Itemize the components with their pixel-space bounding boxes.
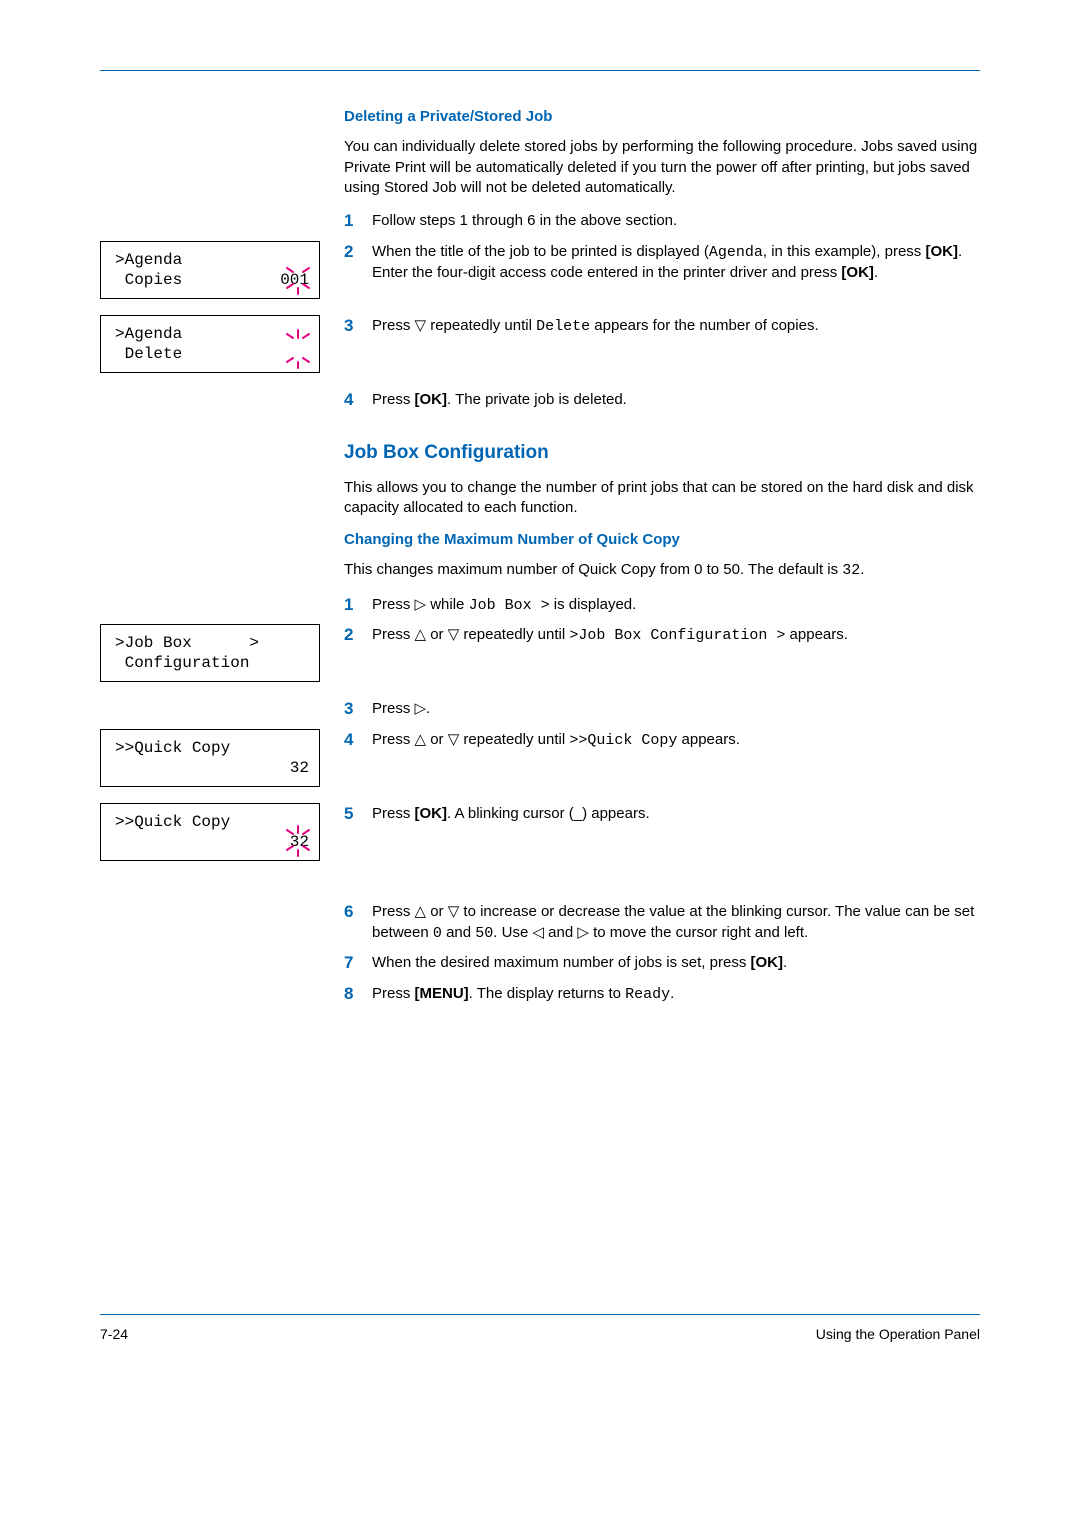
intro-deleting: You can individually delete stored jobs … bbox=[344, 137, 980, 198]
row-quickcopy-heading: Changing the Maximum Number of Quick Cop… bbox=[100, 530, 980, 594]
row-step2: >Agenda Copies 001 2 bbox=[100, 241, 980, 315]
lcd-line2-label: Configuration bbox=[115, 653, 249, 673]
lcd-line1: >Agenda bbox=[115, 250, 309, 270]
row-qc-step6: 6 Press △ or ▽ to increase or decrease t… bbox=[100, 901, 980, 1013]
heading-jobbox: Job Box Configuration bbox=[344, 440, 980, 466]
row-jobbox-heading: Job Box Configuration This allows you to… bbox=[100, 420, 980, 530]
step-number: 8 bbox=[344, 983, 372, 1006]
row-step1: 1 Follow steps 1 through 6 in the above … bbox=[100, 210, 980, 241]
lcd-jobbox-config: >Job Box > Configuration bbox=[100, 624, 320, 682]
step-text: Press △ or ▽ repeatedly until >>Quick Co… bbox=[372, 729, 980, 752]
step-number: 6 bbox=[344, 901, 372, 944]
intro-jobbox: This allows you to change the number of … bbox=[344, 478, 980, 519]
intro-quickcopy: This changes maximum number of Quick Cop… bbox=[344, 560, 980, 581]
row-qc-step5: >>Quick Copy 32 5 Press [ bbox=[100, 803, 980, 877]
footer-page-number: 7-24 bbox=[100, 1325, 128, 1344]
lcd-line2-value: 001 bbox=[280, 270, 309, 290]
step-text: Press [MENU]. The display returns to Rea… bbox=[372, 983, 980, 1006]
row-qc-step2: >Job Box > Configuration 2 Press △ or ▽ … bbox=[100, 624, 980, 698]
step-text: Press [OK]. The private job is deleted. bbox=[372, 389, 980, 412]
step-text: When the desired maximum number of jobs … bbox=[372, 952, 980, 975]
lcd-value: 32 bbox=[290, 832, 309, 852]
step-number: 1 bbox=[344, 210, 372, 233]
step-text: When the title of the job to be printed … bbox=[372, 241, 980, 284]
lcd-line1: >Job Box > bbox=[115, 633, 309, 653]
footer-section-title: Using the Operation Panel bbox=[816, 1325, 980, 1344]
row-step3: >Agenda Delete 3 Press ▽ bbox=[100, 315, 980, 389]
bottom-rule bbox=[100, 1314, 980, 1315]
row-qc-step3: 3 Press ▷. bbox=[100, 698, 980, 729]
step-number: 3 bbox=[344, 315, 372, 338]
step-number: 4 bbox=[344, 729, 372, 752]
lcd-line1: >Agenda bbox=[115, 324, 309, 344]
heading-quickcopy: Changing the Maximum Number of Quick Cop… bbox=[344, 530, 980, 550]
step-text: Press ▷. bbox=[372, 698, 980, 721]
step-text: Press [OK]. A blinking cursor (_) appear… bbox=[372, 803, 980, 826]
top-rule bbox=[100, 70, 980, 71]
lcd-line2-label: Delete bbox=[115, 344, 182, 364]
lcd-agenda-copies: >Agenda Copies 001 bbox=[100, 241, 320, 299]
step-number: 7 bbox=[344, 952, 372, 975]
heading-deleting: Deleting a Private/Stored Job bbox=[344, 107, 980, 127]
step-text: Press ▷ while Job Box > is displayed. bbox=[372, 594, 980, 617]
step-number: 1 bbox=[344, 594, 372, 617]
lcd-line2-label: Copies bbox=[115, 270, 182, 290]
lcd-agenda-delete: >Agenda Delete bbox=[100, 315, 320, 373]
row-qc-step1: 1 Press ▷ while Job Box > is displayed. bbox=[100, 594, 980, 625]
step-text: Press ▽ repeatedly until Delete appears … bbox=[372, 315, 980, 338]
step-number: 3 bbox=[344, 698, 372, 721]
step-number: 4 bbox=[344, 389, 372, 412]
lcd-value: 32 bbox=[290, 758, 309, 778]
step-number: 2 bbox=[344, 624, 372, 647]
row-qc-step4: >>Quick Copy 32 4 Press △ or ▽ repeatedl… bbox=[100, 729, 980, 803]
lcd-quickcopy-32-blink: >>Quick Copy 32 bbox=[100, 803, 320, 861]
step-text: Press △ or ▽ to increase or decrease the… bbox=[372, 901, 980, 944]
step-text: Press △ or ▽ repeatedly until >Job Box C… bbox=[372, 624, 980, 647]
step-number: 2 bbox=[344, 241, 372, 284]
page-footer: 7-24 Using the Operation Panel bbox=[100, 1325, 980, 1344]
step-text: Follow steps 1 through 6 in the above se… bbox=[372, 210, 980, 233]
row-step4: 4 Press [OK]. The private job is deleted… bbox=[100, 389, 980, 420]
lcd-line1: >>Quick Copy bbox=[115, 738, 309, 758]
step-number: 5 bbox=[344, 803, 372, 826]
lcd-quickcopy-32: >>Quick Copy 32 bbox=[100, 729, 320, 787]
lcd-line1: >>Quick Copy bbox=[115, 812, 309, 832]
row-deleting-heading: Deleting a Private/Stored Job You can in… bbox=[100, 107, 980, 210]
